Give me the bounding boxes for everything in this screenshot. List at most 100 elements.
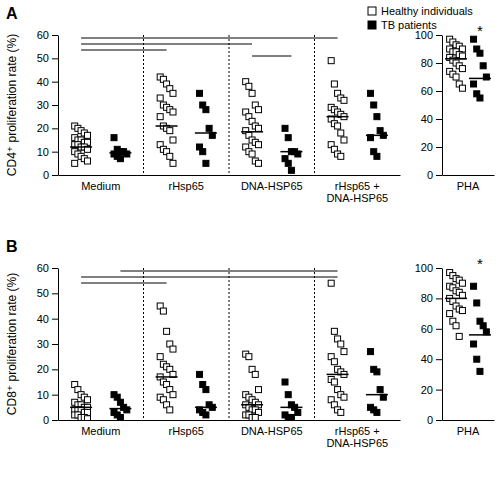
data-point — [368, 349, 374, 355]
median-line — [469, 78, 491, 80]
median-line — [280, 407, 302, 409]
y-tick: 10 — [37, 146, 58, 158]
y-tick-mark — [52, 35, 58, 36]
x-tick-label: DNA-HSP65 — [241, 180, 303, 192]
significance-line — [81, 283, 167, 284]
data-point — [338, 153, 344, 159]
median-line — [327, 374, 349, 376]
median-line — [109, 152, 131, 154]
data-point — [203, 412, 209, 418]
data-point — [459, 308, 465, 314]
data-point — [249, 151, 255, 157]
y-tick-label: 60 — [421, 85, 433, 97]
y-tick-label: 60 — [37, 29, 49, 41]
data-point — [84, 397, 90, 403]
x-tick: rHsp65 — [169, 175, 204, 192]
x-axis-line — [443, 175, 495, 176]
x-tick-label: rHsp65 +DNA-HSP65 — [326, 180, 388, 205]
data-point — [483, 329, 489, 335]
x-tick-label: PHA — [457, 180, 480, 192]
y-tick-mark — [436, 91, 442, 92]
y-tick-label: 10 — [37, 146, 49, 158]
y-axis-line — [58, 36, 59, 176]
y-tick: 60 — [421, 85, 442, 97]
data-point — [374, 369, 380, 375]
y-tick: 80 — [421, 57, 442, 69]
data-point — [471, 81, 477, 87]
legend-marker — [368, 21, 376, 29]
y-tick-label: 80 — [421, 292, 433, 304]
data-point — [331, 81, 337, 87]
x-tick-label: PHA — [457, 425, 480, 437]
x-tick: DNA-HSP65 — [241, 175, 303, 192]
data-point — [252, 414, 258, 420]
plot-area — [445, 270, 491, 375]
y-tick-mark — [52, 420, 58, 421]
data-point — [471, 36, 477, 42]
y-tick-mark — [52, 369, 58, 370]
y-tick-mark — [52, 82, 58, 83]
data-point — [480, 63, 486, 69]
data-point — [203, 160, 209, 166]
x-tick: rHsp65 +DNA-HSP65 — [326, 175, 388, 204]
data-point — [170, 392, 176, 398]
y-tick-mark — [436, 390, 442, 391]
significance-line — [81, 44, 252, 45]
data-point — [124, 407, 130, 413]
plot-area — [70, 280, 388, 420]
significance-line — [81, 38, 338, 39]
legend: Healthy individualsTB patients — [368, 5, 473, 31]
y-tick-label: 20 — [421, 141, 433, 153]
y-axis: 0102030405060 — [37, 29, 59, 181]
category-divider — [229, 35, 230, 175]
data-point — [341, 137, 347, 143]
plot-area — [445, 36, 491, 101]
x-tick-label: rHsp65 — [169, 425, 204, 437]
y-tick-label: 40 — [421, 113, 433, 125]
significance-line — [81, 50, 167, 51]
median-line — [70, 146, 92, 148]
y-tick-label: 60 — [421, 323, 433, 335]
significance-line — [120, 271, 337, 272]
y-tick: 10 — [37, 389, 58, 401]
y-axis-line — [58, 269, 59, 421]
y-tick-label: 0 — [43, 169, 49, 181]
y-tick-label: 50 — [37, 287, 49, 299]
y-tick-mark — [436, 119, 442, 120]
median-line — [366, 135, 388, 137]
data-point — [368, 90, 374, 96]
data-point — [341, 394, 347, 400]
y-tick: 0 — [427, 169, 442, 181]
data-point — [255, 160, 261, 166]
y-tick-label: 20 — [37, 122, 49, 134]
data-point — [331, 379, 337, 385]
x-axis: PHA — [443, 175, 495, 192]
data-point — [249, 90, 255, 96]
category-divider — [314, 268, 315, 420]
y-tick-mark — [52, 128, 58, 129]
data-point — [255, 107, 261, 113]
y-axis: 020406080100 — [415, 29, 443, 181]
x-tick-label: rHsp65 +DNA-HSP65 — [326, 425, 388, 450]
data-point — [285, 392, 291, 398]
data-point — [453, 74, 459, 80]
panel: 0102030405060MediumrHsp65DNA-HSP65rHsp65… — [5, 5, 473, 204]
y-tick-mark — [52, 152, 58, 153]
y-tick-mark — [52, 319, 58, 320]
y-tick: 20 — [421, 141, 442, 153]
median-line — [195, 407, 217, 409]
y-tick-label: 50 — [37, 52, 49, 64]
y-tick-mark — [436, 63, 442, 64]
x-tick: DNA-HSP65 — [241, 420, 303, 437]
data-point — [447, 311, 453, 317]
y-tick-mark — [436, 329, 442, 330]
data-point — [459, 280, 465, 286]
data-point — [288, 167, 294, 173]
category-divider — [314, 35, 315, 175]
y-tick-label: 100 — [415, 262, 433, 274]
data-point — [255, 142, 261, 148]
data-point — [459, 66, 465, 72]
y-tick: 20 — [421, 384, 442, 396]
panel: 0102030405060MediumrHsp65DNA-HSP65rHsp65… — [5, 238, 401, 449]
panel-label: A — [6, 5, 18, 22]
